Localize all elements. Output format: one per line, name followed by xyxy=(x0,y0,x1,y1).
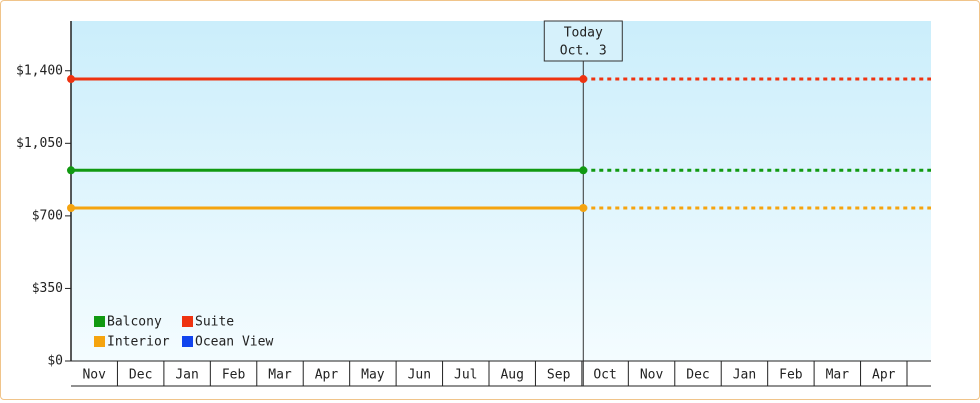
y-tick-label: $1,050 xyxy=(16,136,63,151)
x-tick-label: Apr xyxy=(872,368,896,383)
legend-label: Balcony xyxy=(107,315,162,330)
x-tick-label: Feb xyxy=(779,368,803,383)
x-tick-label: Dec xyxy=(129,368,152,383)
x-tick-label: Mar xyxy=(268,368,292,383)
legend-label: Interior xyxy=(107,335,170,350)
x-tick-label: Jan xyxy=(733,368,756,383)
price-point xyxy=(67,75,75,84)
x-tick-label: Aug xyxy=(500,368,523,383)
legend-swatch xyxy=(94,316,105,327)
today-label: Today xyxy=(564,26,603,41)
legend-label: Ocean View xyxy=(195,335,273,350)
x-tick-label: Dec xyxy=(686,368,709,383)
legend-swatch xyxy=(182,316,193,327)
x-tick-label: Apr xyxy=(315,368,339,383)
y-tick-label: $700 xyxy=(32,208,63,223)
x-tick-label: Jul xyxy=(454,368,477,383)
x-tick-label: Mar xyxy=(826,368,850,383)
x-tick-label: Oct xyxy=(593,368,616,383)
price-point xyxy=(579,166,588,175)
legend-label: Suite xyxy=(195,315,234,330)
today-date: Oct. 3 xyxy=(560,44,607,59)
legend-swatch xyxy=(94,336,105,347)
x-tick-label: Sep xyxy=(547,368,571,383)
x-tick-label: Jun xyxy=(408,368,431,383)
price-point xyxy=(67,166,75,175)
y-tick-label: $350 xyxy=(32,281,63,296)
x-tick-label: Nov xyxy=(82,368,106,383)
price-point xyxy=(579,204,588,212)
y-tick-label: $1,400 xyxy=(16,63,63,78)
x-tick-label: Jan xyxy=(175,368,198,383)
price-point xyxy=(67,204,75,212)
legend-swatch xyxy=(182,336,193,347)
today-box xyxy=(543,20,623,62)
plot-area xyxy=(71,21,931,361)
y-tick-label: $0 xyxy=(47,354,63,369)
x-tick-label: May xyxy=(361,368,385,383)
x-tick-label: Feb xyxy=(222,368,246,383)
price-point xyxy=(579,75,588,84)
x-tick-label: Nov xyxy=(640,368,664,383)
